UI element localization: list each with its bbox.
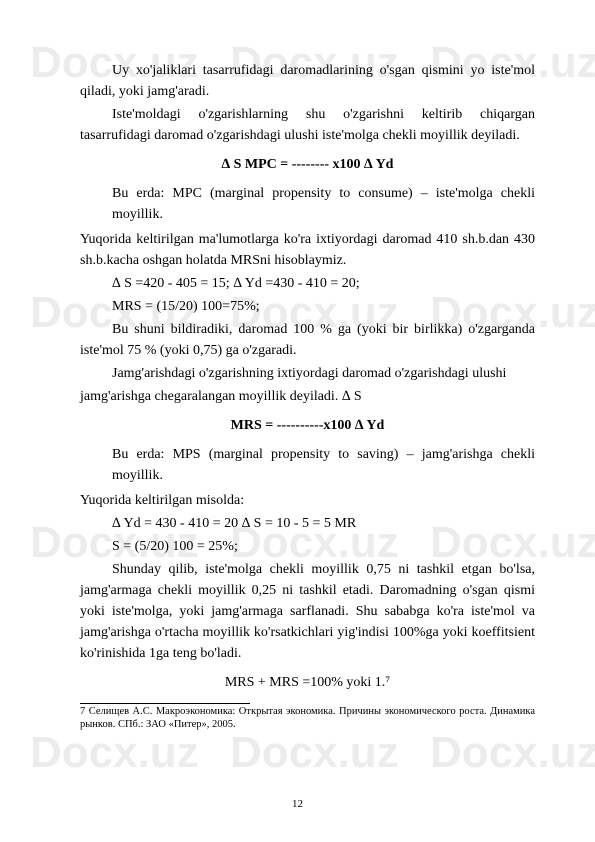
paragraph-7: Shunday qilib, iste'molga chekli moyilli… — [80, 559, 535, 664]
page-number: 12 — [292, 796, 303, 813]
paragraph-1: Uy xo'jaliklari tasarrufidagi daromadlar… — [80, 60, 535, 102]
calc-2: MRS = (15/20) 100=75%; — [112, 296, 535, 317]
paragraph-5b: jamg'arishga chegaralangan moyillik deyi… — [80, 386, 535, 407]
calc-3: ∆ Yd = 430 - 410 = 20 ∆ S = 10 - 5 = 5 M… — [112, 513, 535, 534]
paragraph-5: Jamg'arishdagi o'zgarishning ixtiyordagi… — [80, 363, 535, 384]
footnote-text: 7 Селищев А.С. Макроэкономика: Открытая … — [80, 706, 535, 731]
formula-2: MRS = ----------x100 ∆ Yd — [80, 415, 535, 436]
paragraph-6: Yuqorida keltirilgan misolda: — [80, 490, 535, 511]
document-content: Uy xo'jaliklari tasarrufidagi daromadlar… — [80, 60, 535, 731]
paragraph-3: Yuqorida keltirilgan ma'lumotlarga ko'ra… — [80, 229, 535, 271]
formula-3: MRS + MRS =100% yoki 1.⁷ — [80, 672, 535, 693]
paragraph-2: Iste'moldagi o'zgarishlarning shu o'zgar… — [80, 104, 535, 146]
paragraph-4: Bu shuni bildiradiki, daromad 100 % ga (… — [80, 319, 535, 361]
formula-1: ∆ S MPC = -------- x100 ∆ Yd — [80, 154, 535, 175]
calc-1: ∆ S =420 - 405 = 15; ∆ Yd =430 - 410 = 2… — [112, 273, 535, 294]
note-2: Bu erda: MPS (marginal propensity to sav… — [112, 444, 535, 486]
note-1: Bu erda: MPC (marginal propensity to con… — [112, 183, 535, 225]
calc-4: S = (5/20) 100 = 25%; — [112, 536, 535, 557]
